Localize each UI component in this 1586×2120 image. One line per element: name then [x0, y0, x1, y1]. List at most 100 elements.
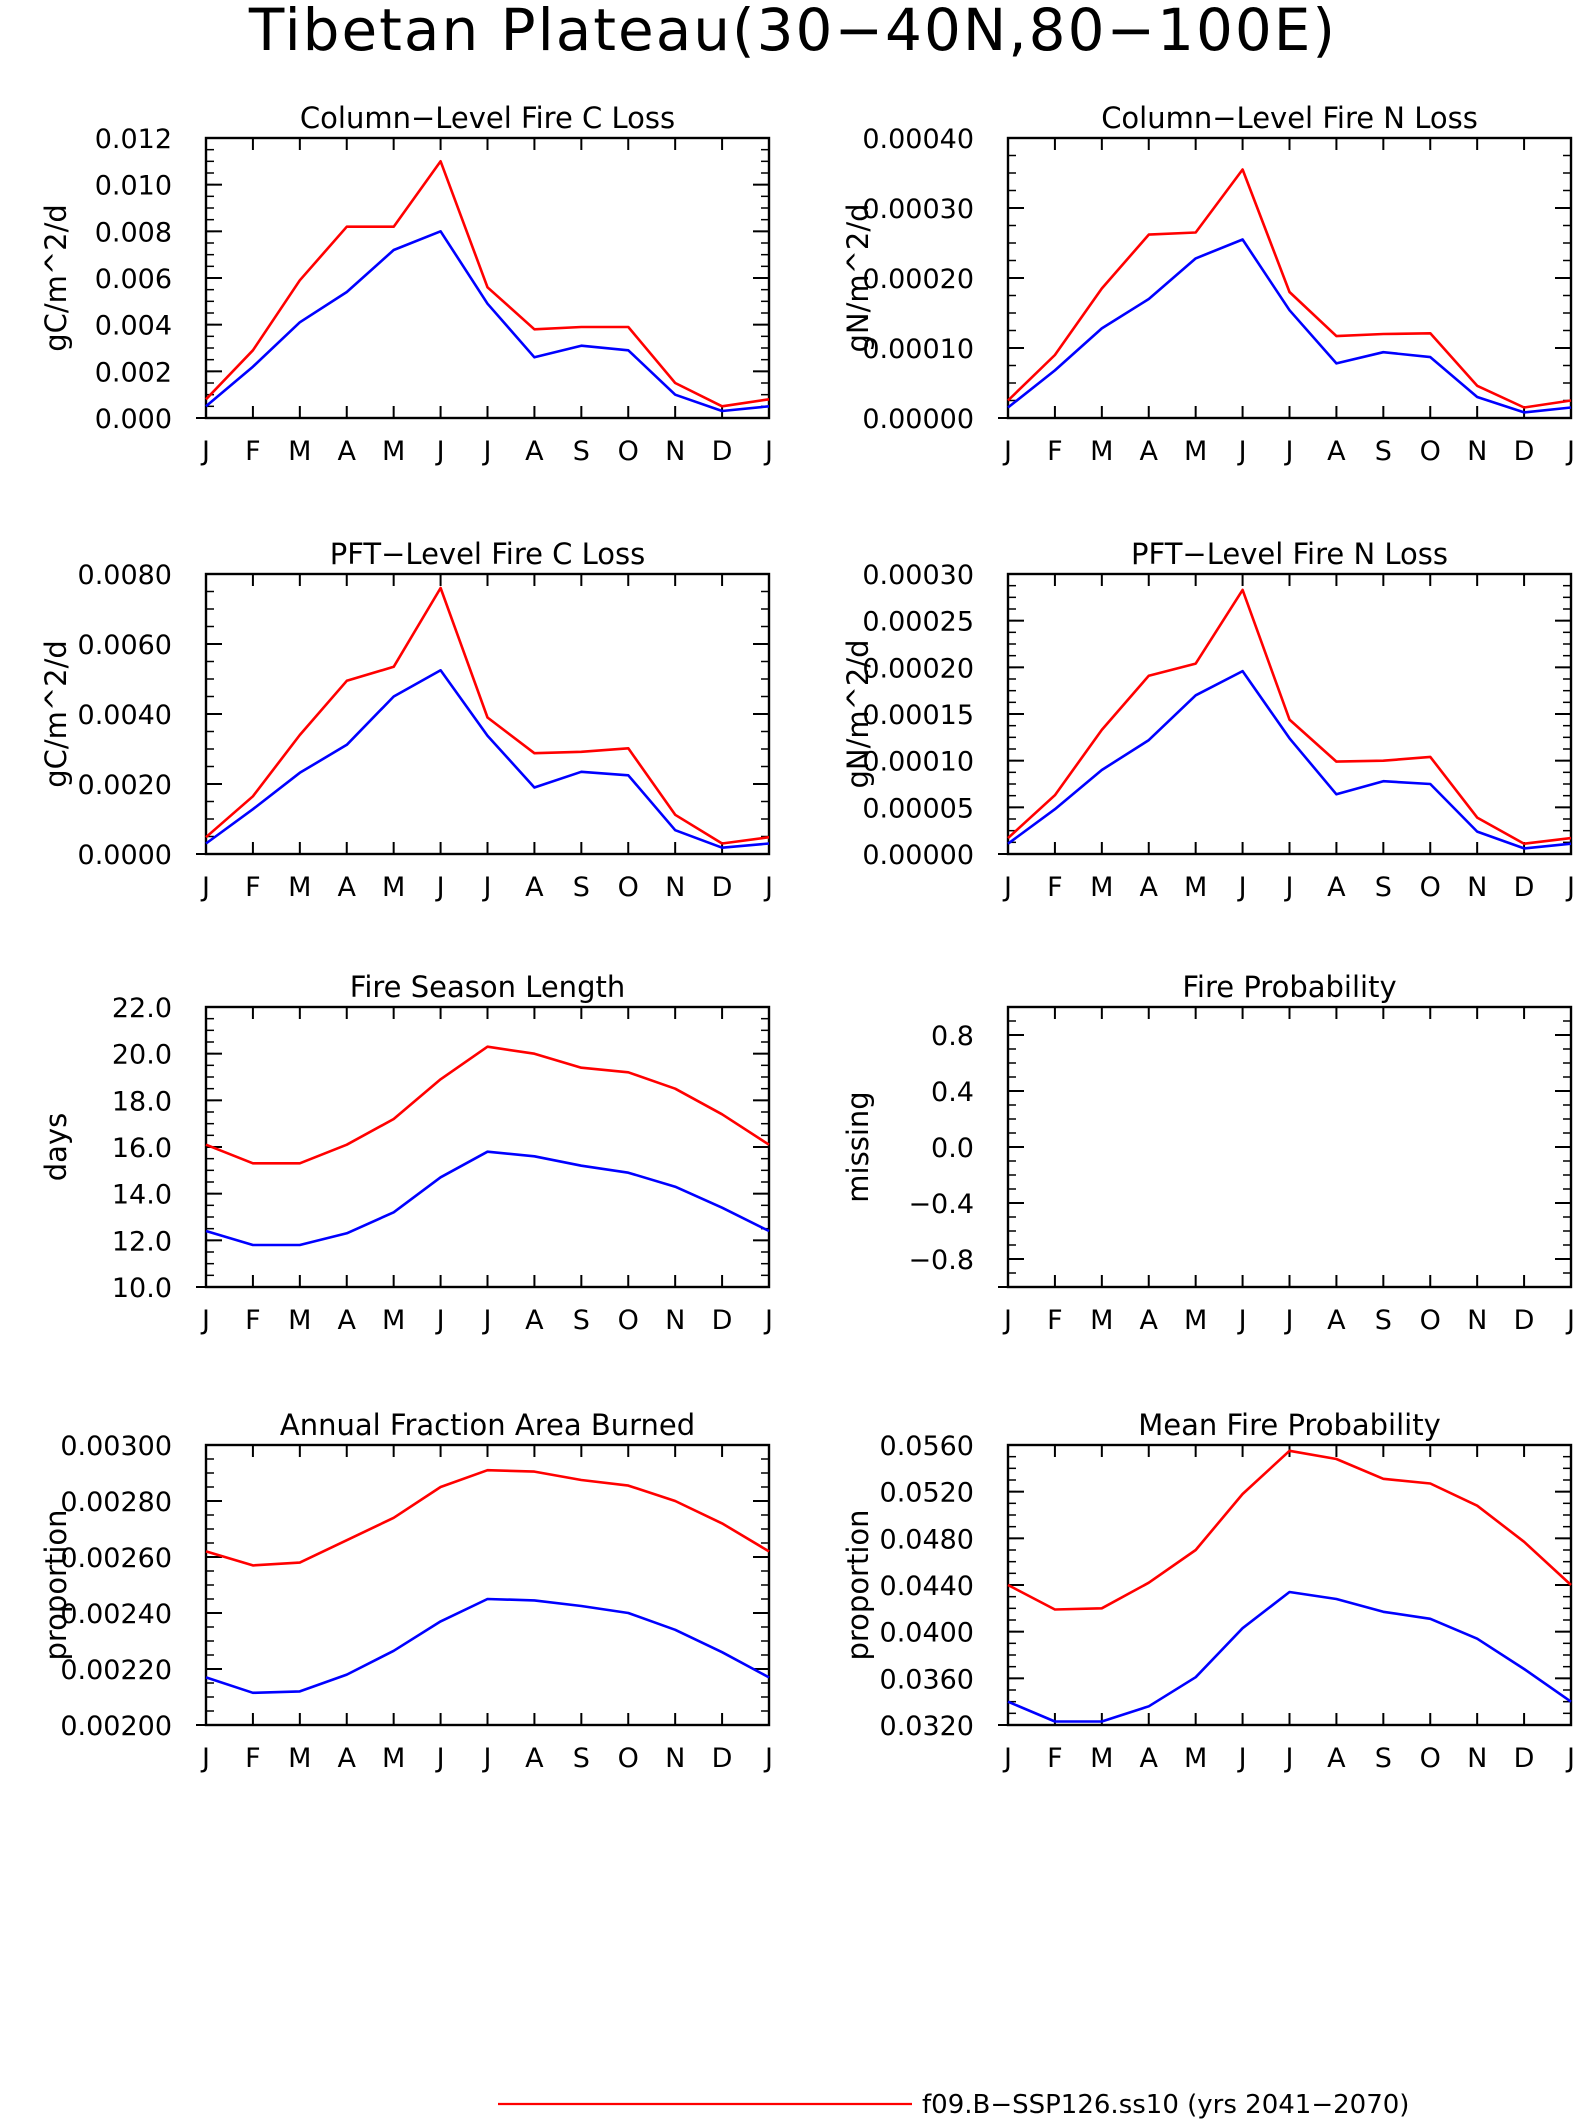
x-tick-label: J [435, 1305, 445, 1336]
x-tick-label: S [1375, 1305, 1392, 1336]
x-tick-label: O [618, 1743, 639, 1774]
y-tick-label: 0.000 [95, 404, 172, 435]
y-axis-label: missing [841, 1091, 875, 1202]
y-tick-label: 0.00300 [60, 1431, 172, 1462]
series-line [205, 1150, 770, 1247]
x-tick-label: S [573, 1305, 590, 1336]
x-tick-label: F [245, 1743, 261, 1774]
y-tick-label: 0.00020 [862, 653, 974, 684]
y-tick-label: 14.0 [112, 1180, 172, 1211]
x-tick-label: J [1284, 1305, 1294, 1336]
series-line [1007, 588, 1572, 846]
x-tick-label: J [482, 436, 492, 467]
x-tick-label: A [525, 1305, 544, 1336]
panel-title: Annual Fraction Area Burned [280, 1408, 695, 1442]
y-tick-label: 12.0 [112, 1226, 172, 1257]
plot-frame [1006, 572, 1573, 856]
y-tick-label: −0.4 [908, 1189, 974, 1220]
y-tick-label: 0.0020 [78, 770, 172, 801]
y-tick-label: 0.00000 [862, 840, 974, 871]
y-axis-label: gN/m^2/d [841, 203, 875, 352]
y-axis-label: gC/m^2/d [39, 204, 73, 352]
legend-label: f09.B−SSP126.ss10 (yrs 2041−2070) [922, 2090, 1409, 2120]
series-line [1007, 1590, 1572, 1723]
y-tick-label: 0.00030 [862, 560, 974, 591]
x-tick-label: N [1467, 1305, 1487, 1336]
x-tick-label: N [665, 436, 685, 467]
x-tick-label: J [763, 436, 773, 467]
x-tick-label: S [1375, 436, 1392, 467]
series-line [205, 1045, 770, 1165]
x-tick-label: J [763, 872, 773, 903]
series-line [1007, 238, 1572, 414]
x-tick-label: D [712, 436, 733, 467]
x-tick-label: A [338, 436, 357, 467]
y-tick-label: 0.00040 [862, 124, 974, 155]
y-tick-label: 0.4 [931, 1077, 974, 1108]
series-line [205, 1597, 770, 1695]
x-tick-label: M [288, 436, 311, 467]
plot-frame [1006, 1005, 1573, 1289]
x-tick-label: M [288, 872, 311, 903]
panel-title: Fire Probability [1182, 970, 1396, 1004]
y-tick-label: 0.008 [95, 217, 172, 248]
figure-title: Tibetan Plateau(30−40N,80−100E) [248, 0, 1337, 64]
x-tick-label: J [1565, 1305, 1575, 1336]
y-tick-label: 0.00005 [862, 793, 974, 824]
x-tick-label: J [200, 436, 210, 467]
x-tick-label: J [1284, 1743, 1294, 1774]
y-tick-label: 0.012 [95, 124, 172, 155]
legend: f09.B−SSP126.ss10 (yrs 2041−2070) [498, 2090, 1409, 2120]
x-tick-label: J [482, 872, 492, 903]
x-tick-label: O [1420, 1305, 1441, 1336]
y-tick-label: 0.00200 [60, 1711, 172, 1742]
y-tick-label: 0.00240 [60, 1599, 172, 1630]
plot-frame [1006, 136, 1573, 420]
x-tick-label: S [1375, 872, 1392, 903]
x-tick-label: J [763, 1305, 773, 1336]
y-tick-label: 0.0480 [880, 1524, 974, 1555]
y-tick-label: 0.8 [931, 1021, 974, 1052]
x-tick-label: O [1420, 1743, 1441, 1774]
x-tick-label: A [1140, 1743, 1159, 1774]
x-tick-label: A [525, 872, 544, 903]
x-tick-label: F [1047, 436, 1063, 467]
panel-title: PFT−Level Fire N Loss [1131, 537, 1448, 571]
y-axis-label: gN/m^2/d [841, 639, 875, 788]
x-tick-label: A [1327, 1743, 1346, 1774]
series-line [1007, 1449, 1572, 1611]
x-tick-label: M [1184, 872, 1207, 903]
y-tick-label: 10.0 [112, 1273, 172, 1304]
x-tick-label: M [1090, 1305, 1113, 1336]
x-tick-label: A [338, 1743, 357, 1774]
x-tick-label: J [1002, 1305, 1012, 1336]
x-tick-label: A [338, 872, 357, 903]
plot-frame [204, 136, 771, 420]
y-tick-label: 0.0360 [880, 1664, 974, 1695]
plot-frame [1006, 1443, 1573, 1727]
x-tick-label: A [1140, 1305, 1159, 1336]
y-tick-label: 20.0 [112, 1040, 172, 1071]
x-tick-label: M [382, 1305, 405, 1336]
plot-frame [204, 1443, 771, 1727]
y-tick-label: 22.0 [112, 993, 172, 1024]
y-tick-label: 0.00030 [862, 194, 974, 225]
x-tick-label: N [665, 1743, 685, 1774]
x-tick-label: J [1237, 872, 1247, 903]
x-tick-label: S [573, 872, 590, 903]
x-tick-label: J [200, 1743, 210, 1774]
x-tick-label: J [1284, 436, 1294, 467]
x-tick-label: F [1047, 872, 1063, 903]
y-tick-label: 0.00260 [60, 1543, 172, 1574]
y-tick-label: 0.0040 [78, 700, 172, 731]
x-tick-label: J [435, 1743, 445, 1774]
y-tick-label: 0.0060 [78, 630, 172, 661]
x-tick-label: M [382, 436, 405, 467]
x-tick-label: J [1565, 1743, 1575, 1774]
x-tick-label: M [1184, 1305, 1207, 1336]
